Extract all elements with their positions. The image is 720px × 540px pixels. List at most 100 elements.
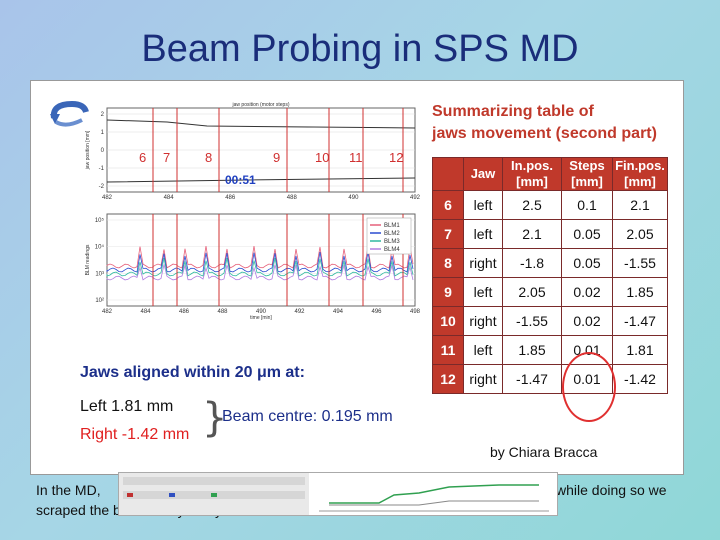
- x-tick-label: 496: [371, 309, 382, 315]
- caption-left: In the MD,: [36, 482, 101, 498]
- blm-series-line: [106, 257, 414, 277]
- table-title-line2: jaws movement (second part): [432, 125, 657, 142]
- row-index: 8: [432, 248, 464, 278]
- blm-series-line: [106, 264, 414, 281]
- legend-label: BLM4: [384, 247, 400, 253]
- in-pos-cell: 1.85: [502, 335, 562, 365]
- timer-label: 00:51: [225, 173, 256, 187]
- table-row: 12 right -1.47 0.01 -1.42: [432, 364, 668, 394]
- x-tick-label: 484: [164, 195, 175, 200]
- legend-label: BLM2: [384, 231, 400, 237]
- jaw-cell: right: [463, 364, 503, 394]
- x-tick-label: 486: [225, 195, 236, 200]
- header-fin-pos: Fin.pos. [mm]: [612, 157, 668, 191]
- header-in-pos: In.pos. [mm]: [502, 157, 562, 191]
- in-pos-cell: -1.47: [502, 364, 562, 394]
- legend-label: BLM1: [384, 223, 400, 229]
- app-thumbnail: [118, 472, 558, 516]
- caption-right: while doing so we: [556, 482, 667, 498]
- jaw-trace-left: [106, 119, 416, 129]
- author-credit: by Chiara Bracca: [490, 444, 598, 460]
- steps-cell: 0.1: [561, 190, 613, 220]
- table-row: 9 left 2.05 0.02 1.85: [432, 277, 668, 307]
- table-title: Summarizing table of jaws movement (seco…: [432, 101, 657, 145]
- x-tick-label: 486: [179, 309, 190, 315]
- y-tick-label: 10⁴: [95, 244, 105, 251]
- in-pos-cell: -1.8: [502, 248, 562, 278]
- fin-pos-cell: 1.85: [612, 277, 668, 307]
- x-tick-label: 482: [102, 195, 113, 200]
- steps-cell: 0.05: [561, 219, 613, 249]
- table-row: 6 left 2.5 0.1 2.1: [432, 190, 668, 220]
- x-tick-label: 490: [348, 195, 359, 200]
- jaw-cell: left: [463, 219, 503, 249]
- legend-box: [366, 217, 412, 255]
- x-tick-label: 498: [410, 309, 420, 315]
- jaw-cell: right: [463, 248, 503, 278]
- fin-pos-cell: -1.42: [612, 364, 668, 394]
- in-pos-cell: 2.1: [502, 219, 562, 249]
- row-index: 7: [432, 219, 464, 249]
- row-index: 10: [432, 306, 464, 336]
- table-row: 10 right -1.55 0.02 -1.47: [432, 306, 668, 336]
- step-label: 9: [273, 150, 280, 165]
- jaw-cell: right: [463, 306, 503, 336]
- y-tick-label: -2: [99, 184, 105, 190]
- alignment-title: Jaws aligned within 20 μm at:: [80, 364, 305, 381]
- jaw-cell: left: [463, 335, 503, 365]
- fin-pos-cell: 1.81: [612, 335, 668, 365]
- x-tick-label: 492: [294, 309, 305, 315]
- x-axis-label: time [min]: [250, 315, 272, 320]
- y-tick-label: -1: [99, 166, 105, 172]
- row-index: 6: [432, 190, 464, 220]
- row-index: 9: [432, 277, 464, 307]
- jaw-trace-right: [106, 177, 416, 183]
- step-label: 12: [389, 150, 403, 165]
- y-tick-label: 2: [101, 112, 105, 118]
- table-row: 11 left 1.85 0.01 1.81: [432, 335, 668, 365]
- x-tick-label: 490: [256, 309, 267, 315]
- jaw-movement-table: Jaw In.pos. [mm] Steps [mm] Fin.pos. [mm…: [432, 157, 668, 394]
- steps-cell: 0.05: [561, 248, 613, 278]
- jaw-position-plot: jaw position (motor steps) jaw position […: [85, 102, 420, 200]
- y-axis-label: BLM readings: [85, 244, 91, 275]
- plot-title: jaw position (motor steps): [232, 102, 290, 108]
- x-tick-label: 484: [140, 309, 151, 315]
- x-tick-label: 488: [287, 195, 298, 200]
- fin-pos-cell: 2.1: [612, 190, 668, 220]
- plot-frame: [106, 213, 416, 307]
- in-pos-cell: 2.5: [502, 190, 562, 220]
- step-label: 7: [163, 150, 170, 165]
- y-tick-label: 10⁵: [95, 217, 105, 224]
- alignment-brace: }: [202, 395, 228, 441]
- row-index: 11: [432, 335, 464, 365]
- alignment-right: Right -1.42 mm: [80, 426, 190, 443]
- table-header-row: Jaw In.pos. [mm] Steps [mm] Fin.pos. [mm…: [432, 157, 668, 191]
- slide-title: Beam Probing in SPS MD: [141, 28, 579, 70]
- fin-pos-cell: -1.55: [612, 248, 668, 278]
- steps-cell: 0.02: [561, 277, 613, 307]
- jaw-cell: left: [463, 190, 503, 220]
- table-row: 8 right -1.8 0.05 -1.55: [432, 248, 668, 278]
- y-axis-label: jaw position [mm]: [85, 130, 91, 170]
- x-tick-label: 492: [410, 195, 420, 200]
- table-title-line1: Summarizing table of: [432, 103, 594, 120]
- in-pos-cell: 2.05: [502, 277, 562, 307]
- x-tick-label: 482: [102, 309, 113, 315]
- blm-series-line: [106, 251, 414, 273]
- highlight-ring: [562, 352, 616, 422]
- legend-label: BLM3: [384, 239, 400, 245]
- x-tick-label: 494: [333, 309, 344, 315]
- beam-centre: Beam centre: 0.195 mm: [222, 408, 393, 425]
- step-label: 6: [139, 150, 146, 165]
- step-label: 8: [205, 150, 212, 165]
- y-tick-label: 10²: [95, 298, 104, 304]
- header-steps: Steps [mm]: [561, 157, 613, 191]
- header-index: [432, 157, 464, 191]
- step-label: 10: [315, 150, 329, 165]
- fin-pos-cell: -1.47: [612, 306, 668, 336]
- x-tick-label: 488: [217, 309, 228, 315]
- blm-series-line: [106, 245, 414, 269]
- step-label: 11: [349, 150, 363, 165]
- in-pos-cell: -1.55: [502, 306, 562, 336]
